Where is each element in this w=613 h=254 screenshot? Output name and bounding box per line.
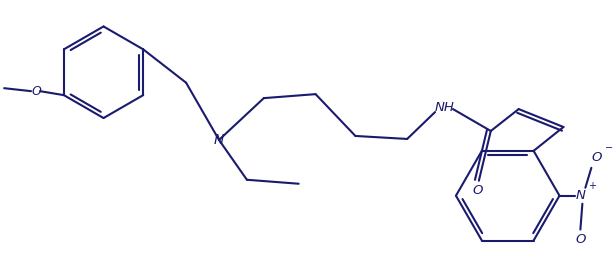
- Text: N: N: [214, 133, 224, 147]
- Text: O: O: [575, 233, 585, 246]
- Text: −: −: [605, 143, 613, 153]
- Text: +: +: [588, 181, 596, 191]
- Text: O: O: [31, 85, 41, 98]
- Text: NH: NH: [435, 101, 455, 114]
- Text: O: O: [591, 151, 601, 164]
- Text: N: N: [576, 189, 585, 202]
- Text: O: O: [473, 184, 483, 197]
